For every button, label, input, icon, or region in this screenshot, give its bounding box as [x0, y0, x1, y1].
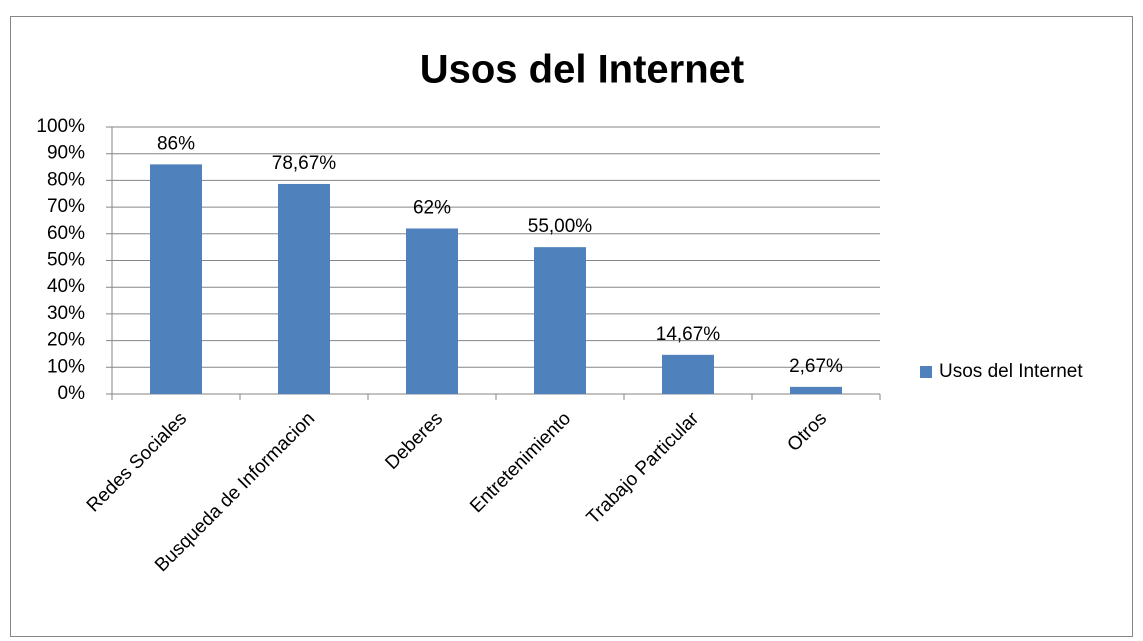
- y-tick-label: 40%: [47, 276, 85, 297]
- bar: [150, 164, 202, 394]
- y-tick-label: 100%: [36, 116, 85, 137]
- y-tick-label: 10%: [47, 356, 85, 377]
- y-tick-label: 70%: [47, 196, 85, 217]
- y-tick-label: 90%: [47, 143, 85, 164]
- legend-label: Usos del Internet: [939, 361, 1083, 382]
- chart-title: Usos del Internet: [420, 48, 745, 92]
- data-label: 86%: [157, 133, 195, 154]
- data-label: 78,67%: [272, 153, 337, 174]
- bar: [406, 228, 458, 394]
- y-tick-label: 30%: [47, 303, 85, 324]
- y-tick-label: 0%: [58, 383, 86, 404]
- data-label: 2,67%: [789, 356, 843, 377]
- bar: [534, 247, 586, 394]
- data-label: 62%: [413, 197, 451, 218]
- bar: [278, 183, 330, 394]
- y-tick-label: 20%: [47, 330, 85, 351]
- y-tick-label: 80%: [47, 169, 85, 190]
- legend-swatch: [920, 366, 932, 378]
- y-tick-label: 50%: [47, 250, 85, 271]
- data-label: 14,67%: [656, 324, 721, 345]
- y-tick-label: 60%: [47, 223, 85, 244]
- bar: [662, 354, 714, 394]
- data-label: 55,00%: [528, 216, 593, 237]
- bar: [790, 386, 842, 394]
